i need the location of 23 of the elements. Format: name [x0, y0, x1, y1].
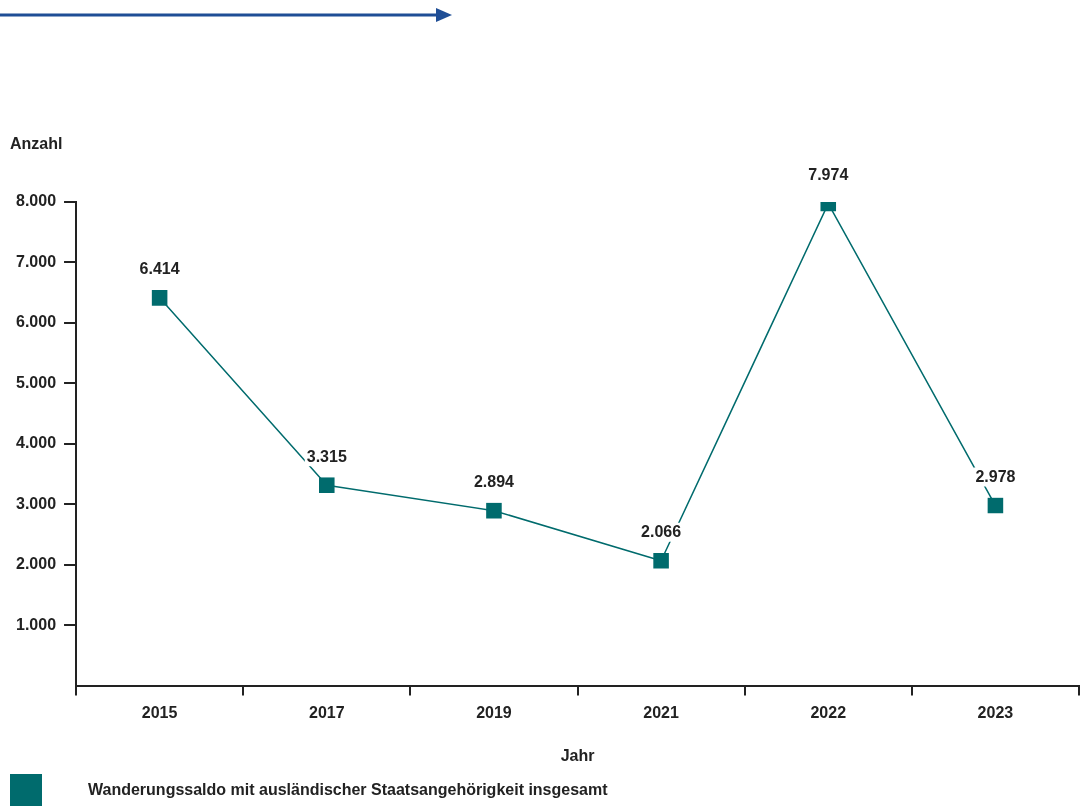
y-tick-label: 3.000: [15, 494, 57, 512]
x-tick-label: 2017: [308, 703, 345, 721]
data-label: 3.315: [306, 447, 347, 465]
data-label: 2.894: [473, 473, 515, 491]
x-axis-title: Jahr: [560, 746, 595, 764]
x-tick-label: 2023: [977, 703, 1014, 721]
x-tick-label: 2022: [810, 703, 847, 721]
y-tick-label: 6.000: [15, 313, 57, 331]
x-tick-label: 2015: [141, 703, 178, 721]
x-tick-label: 2021: [643, 703, 679, 721]
text: Wanderungssaldo mit ausländischer Staatsangehörigkeit insgesamt: [88, 781, 608, 799]
y-tick-label: 8.000: [15, 192, 57, 210]
y-axis-title: Anzahl: [10, 135, 63, 153]
y-tick-label: 7.000: [15, 252, 57, 270]
y-tick-label: 5.000: [15, 373, 57, 391]
y-tick-label: 2.000: [15, 555, 57, 573]
y-tick-label: 1.000: [15, 615, 57, 633]
x-tick-label: 2019: [476, 703, 512, 721]
y-tick-label: 4.000: [15, 434, 57, 452]
data-label: 2.978: [975, 467, 1016, 485]
data-label: 2.066: [641, 523, 682, 541]
data-label: 7.974: [808, 165, 849, 183]
data-label: 6.414: [139, 260, 180, 278]
